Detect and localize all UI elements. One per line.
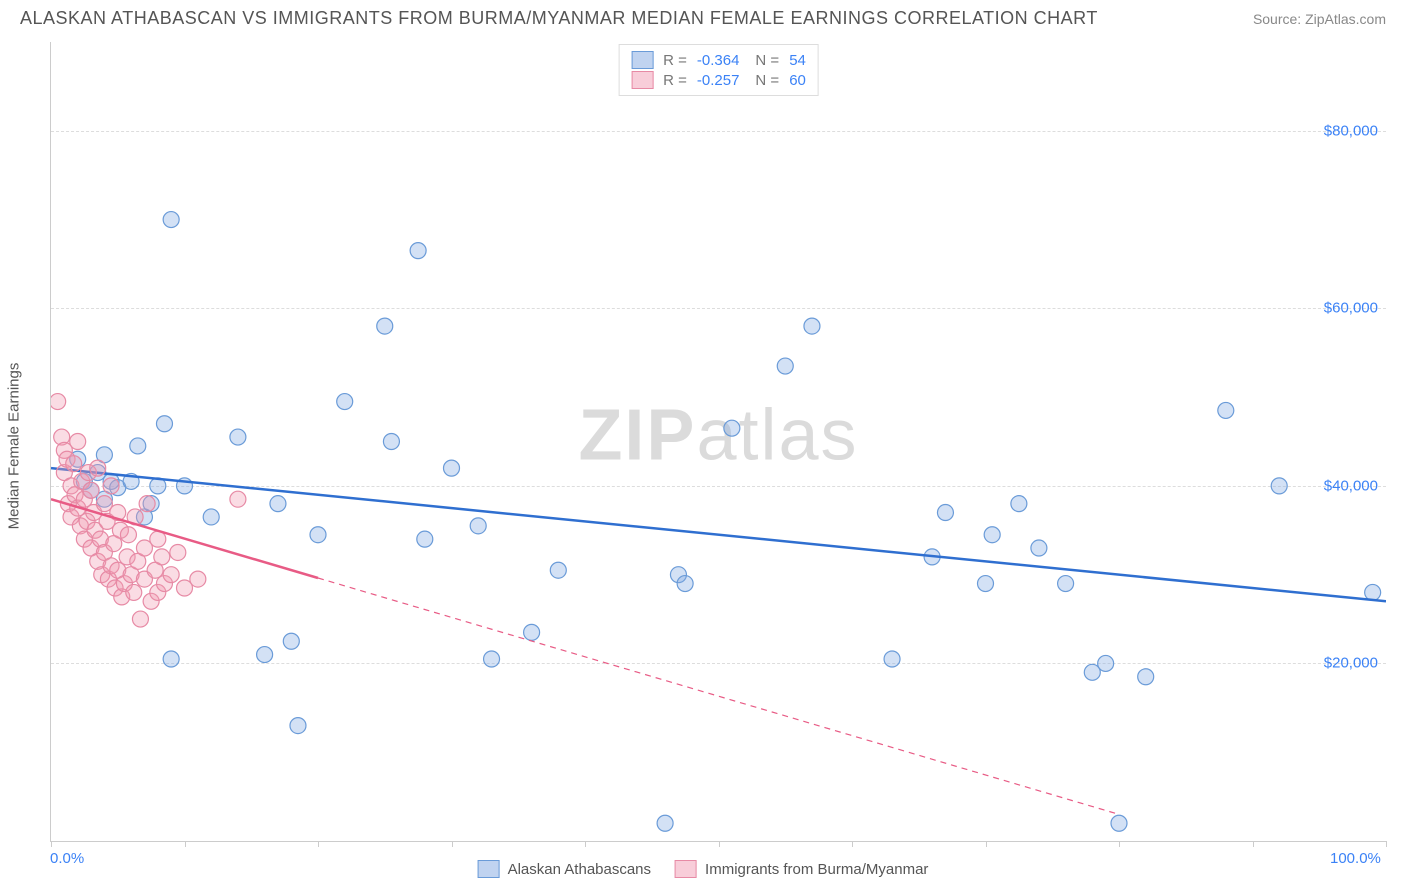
data-point — [132, 611, 148, 627]
data-point — [190, 571, 206, 587]
legend-swatch — [631, 71, 653, 89]
data-point — [417, 531, 433, 547]
chart-area: ZIPatlas R =-0.364N =54R =-0.257N =60 $2… — [50, 42, 1386, 842]
data-point — [1365, 584, 1381, 600]
x-tick-mark — [852, 841, 853, 847]
legend-n-label: N = — [755, 52, 779, 69]
data-point — [230, 429, 246, 445]
data-point — [170, 544, 186, 560]
y-axis-label: Median Female Earnings — [6, 363, 23, 530]
data-point — [270, 496, 286, 512]
x-tick-mark — [1253, 841, 1254, 847]
data-point — [230, 491, 246, 507]
legend-series: Alaskan Athabascans Immigrants from Burma… — [478, 860, 929, 878]
data-point — [139, 496, 155, 512]
header: ALASKAN ATHABASCAN VS IMMIGRANTS FROM BU… — [0, 0, 1406, 33]
x-tick-mark — [51, 841, 52, 847]
data-point — [83, 482, 99, 498]
data-point — [937, 505, 953, 521]
x-tick-mark — [318, 841, 319, 847]
legend-correlation-box: R = -0.364 N = 54 R = -0.257 N = 60 — [618, 44, 819, 96]
x-tick-label: 100.0% — [1330, 850, 1381, 867]
data-point — [884, 651, 900, 667]
data-point — [126, 584, 142, 600]
x-tick-mark — [185, 841, 186, 847]
data-point — [203, 509, 219, 525]
data-point — [70, 434, 86, 450]
x-tick-mark — [1119, 841, 1120, 847]
data-point — [1218, 402, 1234, 418]
legend-swatch — [631, 51, 653, 69]
data-point — [163, 212, 179, 228]
x-tick-mark — [986, 841, 987, 847]
data-point — [410, 243, 426, 259]
data-point — [1111, 815, 1127, 831]
legend-series-label: Immigrants from Burma/Myanmar — [705, 861, 928, 878]
data-point — [804, 318, 820, 334]
source-label: Source: ZipAtlas.com — [1253, 11, 1386, 27]
data-point — [524, 624, 540, 640]
data-point — [1058, 576, 1074, 592]
x-tick-mark — [585, 841, 586, 847]
data-point — [724, 420, 740, 436]
legend-r-label: R = — [663, 72, 687, 89]
data-point — [550, 562, 566, 578]
legend-n-label: N = — [755, 72, 779, 89]
legend-series-item: Alaskan Athabascans — [478, 860, 651, 878]
legend-r-label: R = — [663, 52, 687, 69]
data-point — [777, 358, 793, 374]
chart-title: ALASKAN ATHABASCAN VS IMMIGRANTS FROM BU… — [20, 8, 1098, 29]
data-point — [51, 394, 66, 410]
data-point — [90, 460, 106, 476]
data-point — [1011, 496, 1027, 512]
legend-swatch — [675, 860, 697, 878]
legend-correlation-row: R = -0.257 N = 60 — [631, 70, 806, 90]
legend-series-label: Alaskan Athabascans — [508, 861, 651, 878]
x-tick-mark — [1386, 841, 1387, 847]
data-point — [163, 651, 179, 667]
data-point — [257, 647, 273, 663]
data-point — [163, 567, 179, 583]
data-point — [290, 718, 306, 734]
scatter-plot-svg — [51, 42, 1386, 841]
x-tick-mark — [452, 841, 453, 847]
legend-series-item: Immigrants from Burma/Myanmar — [675, 860, 928, 878]
legend-n-value: 54 — [789, 52, 806, 69]
data-point — [377, 318, 393, 334]
data-point — [444, 460, 460, 476]
data-point — [154, 549, 170, 565]
legend-correlation-row: R = -0.364 N = 54 — [631, 50, 806, 70]
data-point — [984, 527, 1000, 543]
x-tick-mark — [719, 841, 720, 847]
data-point — [310, 527, 326, 543]
legend-r-value: -0.257 — [697, 72, 740, 89]
data-point — [1138, 669, 1154, 685]
legend-swatch — [478, 860, 500, 878]
data-point — [283, 633, 299, 649]
data-point — [470, 518, 486, 534]
data-point — [383, 434, 399, 450]
legend-r-value: -0.364 — [697, 52, 740, 69]
data-point — [130, 438, 146, 454]
data-point — [120, 527, 136, 543]
data-point — [156, 416, 172, 432]
data-point — [1098, 655, 1114, 671]
data-point — [657, 815, 673, 831]
data-point — [484, 651, 500, 667]
data-point — [1031, 540, 1047, 556]
data-point — [1271, 478, 1287, 494]
legend-n-value: 60 — [789, 72, 806, 89]
trend-line — [51, 468, 1386, 601]
data-point — [978, 576, 994, 592]
trend-line-dashed — [318, 578, 1119, 814]
data-point — [103, 478, 119, 494]
data-point — [677, 576, 693, 592]
data-point — [337, 394, 353, 410]
data-point — [66, 456, 82, 472]
x-tick-label: 0.0% — [50, 850, 84, 867]
